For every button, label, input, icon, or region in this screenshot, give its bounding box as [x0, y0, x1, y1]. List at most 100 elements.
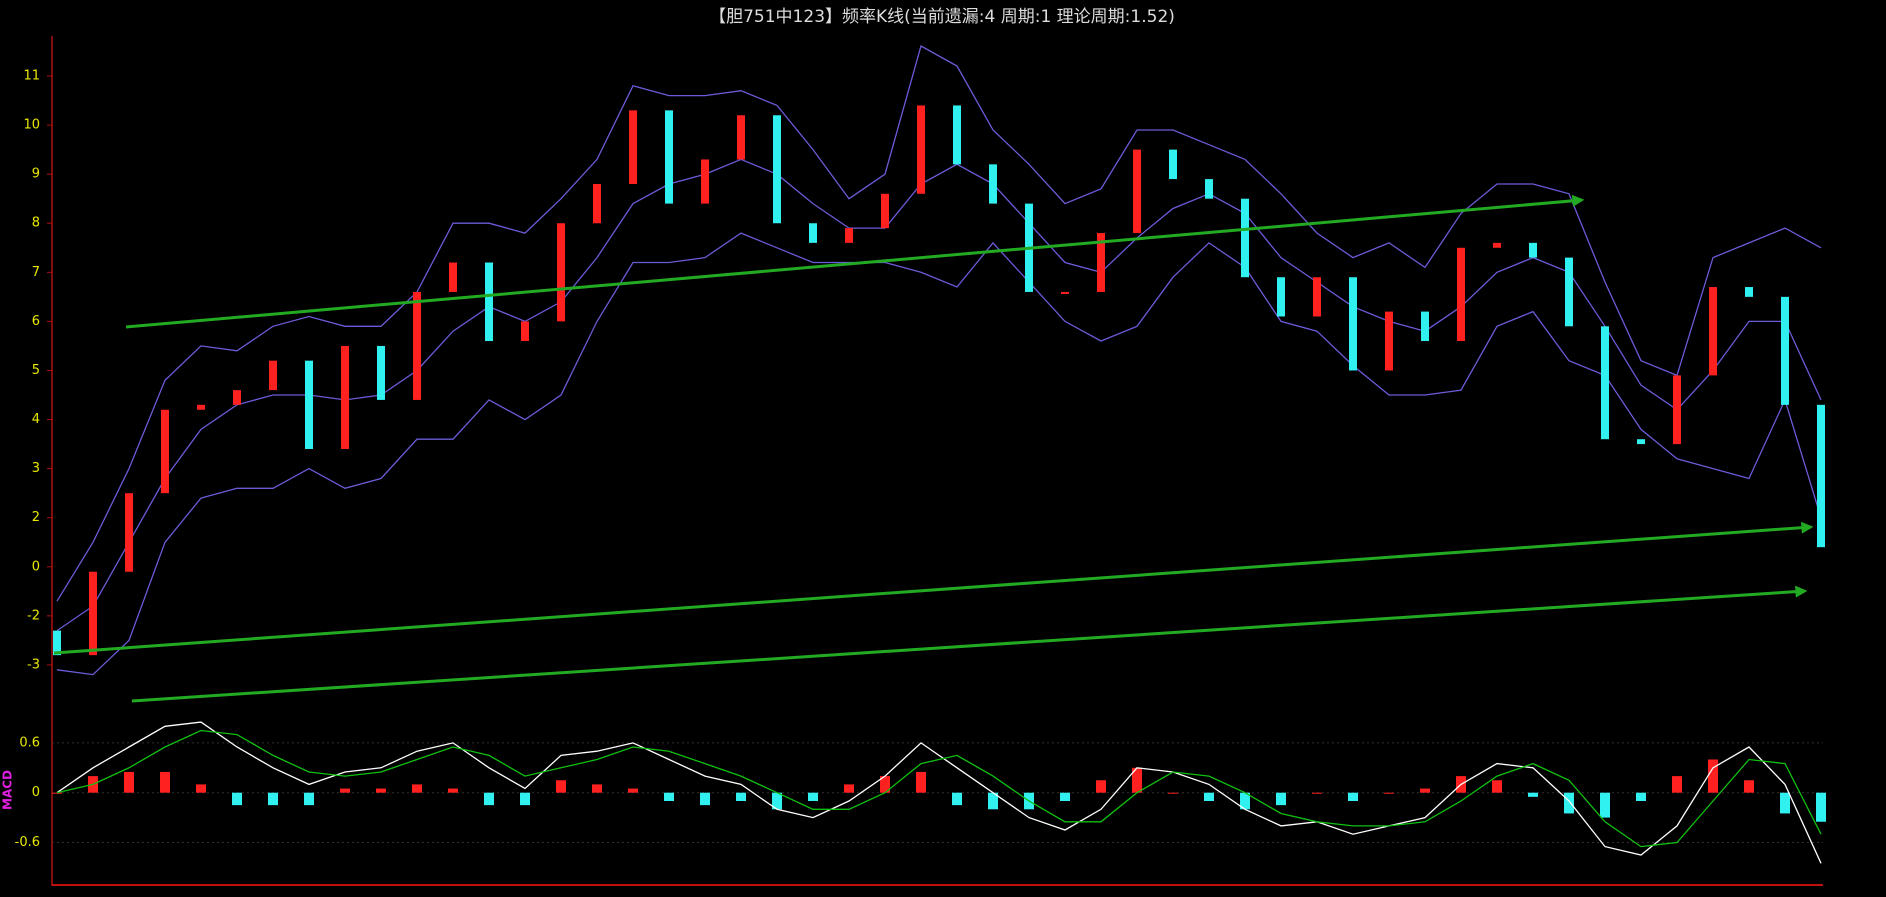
y-tick-label: 0	[32, 559, 40, 574]
candle	[989, 164, 997, 204]
candle	[377, 345, 385, 400]
candle	[1241, 198, 1249, 278]
y-tick-label: 3	[32, 461, 40, 476]
y-tick-label: 11	[23, 69, 40, 84]
candle	[269, 360, 277, 391]
macd-bar	[1312, 792, 1322, 794]
macd-bar	[520, 792, 530, 806]
trend-line	[53, 521, 1814, 655]
y-tick-label: 0	[32, 785, 40, 800]
y-tick-label: 4	[32, 412, 40, 427]
candle	[521, 321, 529, 342]
macd-bar	[1168, 792, 1178, 794]
pane-label: MACD	[1, 770, 15, 810]
candle	[53, 630, 61, 656]
macd-bar	[376, 788, 386, 793]
candle	[557, 223, 565, 322]
macd-bar	[772, 792, 782, 810]
macd-bar	[1564, 792, 1574, 814]
candle	[1673, 375, 1681, 445]
candle	[1061, 291, 1069, 294]
candle	[1313, 277, 1321, 317]
macd-bar	[1348, 792, 1358, 801]
macd-bar	[808, 792, 818, 801]
y-tick-label: -0.6	[15, 835, 40, 850]
plot-area: 11 10 9 8 7 6 5 4 3 2 0 -2 -3 0.6 0 -0.6	[15, 45, 1826, 864]
macd-bar	[52, 792, 62, 794]
macd-bar	[1636, 792, 1646, 801]
candle	[233, 390, 241, 405]
macd-bar	[952, 792, 962, 806]
y-tick-label: 9	[32, 167, 40, 182]
candle	[881, 193, 889, 229]
candle	[1277, 277, 1285, 317]
candle	[665, 110, 673, 204]
macd-bar	[1240, 792, 1250, 810]
macd-bar	[268, 792, 278, 806]
trend-lines	[53, 194, 1814, 703]
candle	[1637, 439, 1645, 445]
macd-bar	[844, 784, 854, 793]
y-tick-label: -2	[27, 608, 40, 623]
macd-bar	[1420, 788, 1430, 793]
macd-bar	[196, 784, 206, 793]
macd-bar	[700, 792, 710, 806]
dif-line	[56, 721, 1822, 864]
candle	[773, 115, 781, 224]
macd-bar	[1672, 776, 1682, 793]
macd-bar	[1204, 792, 1214, 801]
macd-bar	[304, 792, 314, 806]
y-tick-label: 2	[32, 510, 40, 525]
candle	[1205, 179, 1213, 199]
dea-line	[56, 729, 1822, 848]
macd-bar	[556, 780, 566, 793]
candle	[1133, 149, 1141, 234]
candle	[413, 291, 421, 400]
candle	[953, 105, 961, 165]
candle	[1529, 242, 1537, 258]
candle	[305, 360, 313, 450]
macd-bar	[664, 792, 674, 801]
macd-bar	[1492, 780, 1502, 793]
macd-bar	[1384, 792, 1394, 794]
band-line	[56, 158, 1822, 632]
candle	[1565, 257, 1573, 327]
candle	[449, 262, 457, 292]
candle	[341, 345, 349, 450]
trend-line	[131, 585, 1808, 703]
candle	[1601, 326, 1609, 440]
candle	[629, 110, 637, 184]
candle	[1709, 287, 1717, 376]
macd-bar	[1600, 792, 1610, 818]
candle	[89, 571, 97, 656]
band-line	[56, 232, 1822, 676]
y-tick-label: 10	[23, 118, 40, 133]
band-line	[56, 45, 1822, 602]
macd-bar	[1132, 767, 1142, 793]
macd-bar	[412, 784, 422, 793]
candle	[1457, 247, 1465, 342]
candle	[701, 159, 709, 204]
candle	[125, 493, 133, 572]
macd-bar	[916, 771, 926, 793]
y-tick-label: 5	[32, 363, 40, 378]
y-tick-label: 8	[32, 216, 40, 231]
y-tick-label: 7	[32, 265, 40, 280]
candle	[1097, 233, 1105, 292]
y-tick-label: -3	[27, 657, 40, 672]
macd-bar	[484, 792, 494, 806]
macd-bar	[592, 784, 602, 793]
macd-bar	[1708, 759, 1718, 793]
candle	[1745, 287, 1753, 297]
macd-bar	[988, 792, 998, 810]
macd-bar	[124, 771, 134, 793]
candle	[1493, 242, 1501, 248]
macd-bar	[1528, 792, 1538, 797]
macd-bar	[736, 792, 746, 801]
candle	[485, 262, 493, 342]
candle	[593, 183, 601, 224]
candle	[809, 223, 817, 243]
chart-title: 【胆751中123】频率K线(当前遗漏:4 周期:1 理论周期:1.52)	[709, 7, 1175, 27]
